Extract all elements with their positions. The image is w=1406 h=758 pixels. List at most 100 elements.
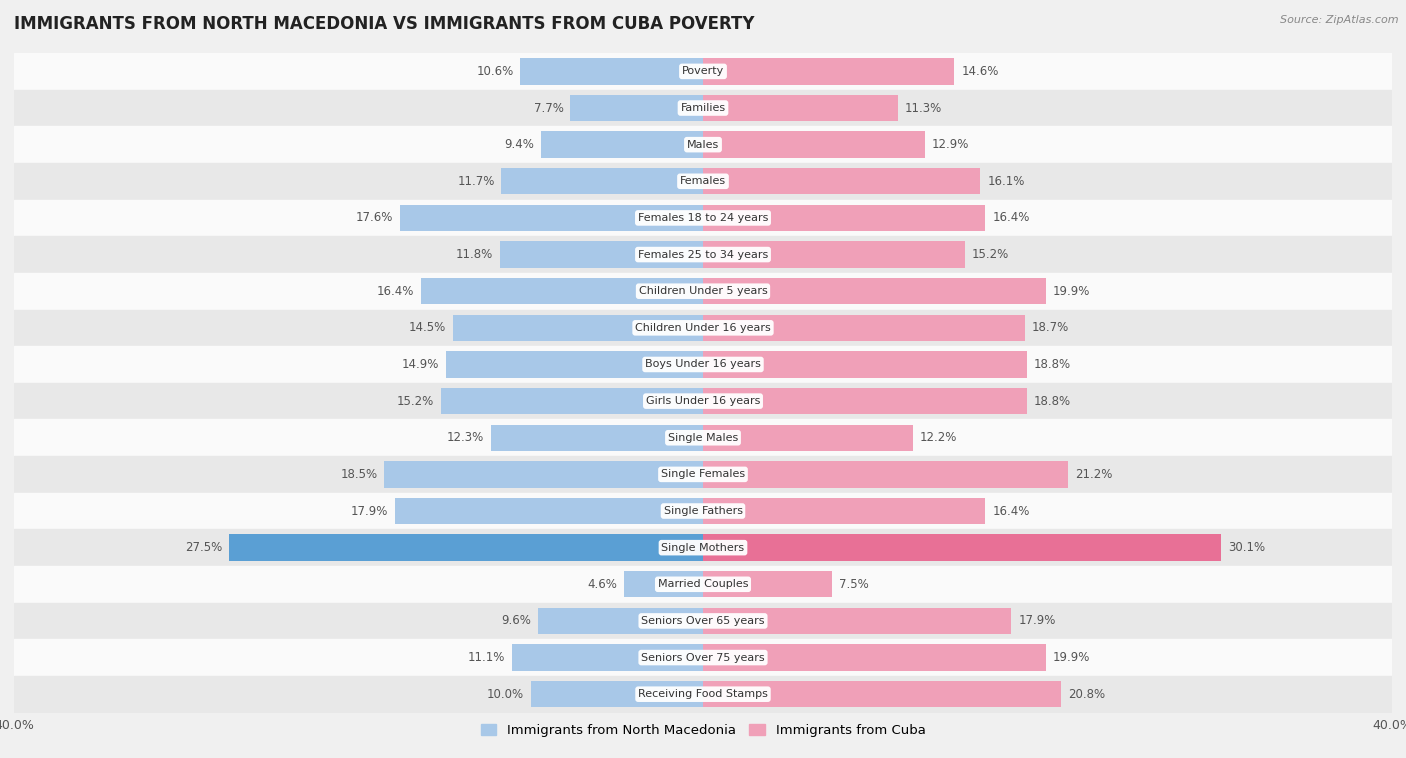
Bar [703,681,1062,707]
Text: 21.2%: 21.2% [1076,468,1112,481]
Bar [14,127,1392,163]
Text: 11.3%: 11.3% [904,102,942,114]
Text: 16.4%: 16.4% [993,211,1029,224]
Bar [703,205,986,231]
Bar [502,168,703,195]
Bar [14,493,1392,529]
Text: Females: Females [681,177,725,186]
Text: Families: Families [681,103,725,113]
Text: 4.6%: 4.6% [588,578,617,590]
Bar [384,461,703,487]
Text: 14.9%: 14.9% [402,358,440,371]
Bar [703,278,1046,305]
Bar [541,131,703,158]
Bar [14,273,1392,309]
Text: 12.3%: 12.3% [447,431,484,444]
Text: 18.8%: 18.8% [1033,358,1071,371]
Text: 19.9%: 19.9% [1053,651,1090,664]
Text: Single Males: Single Males [668,433,738,443]
Text: 7.7%: 7.7% [534,102,564,114]
Text: 11.1%: 11.1% [468,651,505,664]
Text: Receiving Food Stamps: Receiving Food Stamps [638,689,768,699]
Text: Poverty: Poverty [682,67,724,77]
Bar [14,163,1392,199]
Text: 14.5%: 14.5% [409,321,446,334]
Text: 27.5%: 27.5% [186,541,222,554]
Bar [14,346,1392,383]
Text: 9.6%: 9.6% [501,615,531,628]
Text: 11.8%: 11.8% [456,248,494,261]
Text: 7.5%: 7.5% [839,578,869,590]
Text: Boys Under 16 years: Boys Under 16 years [645,359,761,369]
Bar [499,241,703,268]
Text: 16.4%: 16.4% [993,505,1029,518]
Bar [14,419,1392,456]
Bar [14,529,1392,566]
Text: Females 18 to 24 years: Females 18 to 24 years [638,213,768,223]
Bar [537,608,703,634]
Bar [14,566,1392,603]
Bar [703,461,1069,487]
Bar [703,168,980,195]
Text: 18.8%: 18.8% [1033,395,1071,408]
Bar [703,534,1222,561]
Bar [703,571,832,597]
Bar [491,424,703,451]
Legend: Immigrants from North Macedonia, Immigrants from Cuba: Immigrants from North Macedonia, Immigra… [475,719,931,742]
Bar [703,498,986,525]
Text: Children Under 16 years: Children Under 16 years [636,323,770,333]
Text: 10.0%: 10.0% [486,688,524,700]
Bar [512,644,703,671]
Bar [703,388,1026,415]
Text: 15.2%: 15.2% [972,248,1010,261]
Text: Males: Males [688,139,718,149]
Bar [703,58,955,85]
Bar [14,639,1392,676]
Bar [14,676,1392,713]
Text: 11.7%: 11.7% [457,175,495,188]
Bar [703,424,912,451]
Text: Single Mothers: Single Mothers [661,543,745,553]
Text: 10.6%: 10.6% [477,65,513,78]
Bar [571,95,703,121]
Bar [703,241,965,268]
Bar [14,89,1392,127]
Text: 12.9%: 12.9% [932,138,970,151]
Bar [703,315,1025,341]
Bar [703,644,1046,671]
Bar [703,608,1011,634]
Bar [441,388,703,415]
Text: 16.4%: 16.4% [377,285,413,298]
Text: Source: ZipAtlas.com: Source: ZipAtlas.com [1281,15,1399,25]
Text: Seniors Over 75 years: Seniors Over 75 years [641,653,765,662]
Text: 15.2%: 15.2% [396,395,434,408]
Text: IMMIGRANTS FROM NORTH MACEDONIA VS IMMIGRANTS FROM CUBA POVERTY: IMMIGRANTS FROM NORTH MACEDONIA VS IMMIG… [14,15,755,33]
Text: 12.2%: 12.2% [920,431,957,444]
Text: 18.7%: 18.7% [1032,321,1069,334]
Bar [14,309,1392,346]
Bar [420,278,703,305]
Bar [453,315,703,341]
Text: Married Couples: Married Couples [658,579,748,589]
Text: 18.5%: 18.5% [340,468,377,481]
Text: 9.4%: 9.4% [505,138,534,151]
Bar [531,681,703,707]
Text: Single Females: Single Females [661,469,745,479]
Text: 16.1%: 16.1% [987,175,1025,188]
Bar [14,199,1392,236]
Text: 20.8%: 20.8% [1069,688,1105,700]
Bar [395,498,703,525]
Text: 19.9%: 19.9% [1053,285,1090,298]
Bar [703,351,1026,377]
Text: 17.9%: 17.9% [350,505,388,518]
Bar [703,131,925,158]
Bar [703,95,897,121]
Text: Children Under 5 years: Children Under 5 years [638,287,768,296]
Text: Seniors Over 65 years: Seniors Over 65 years [641,616,765,626]
Bar [399,205,703,231]
Bar [446,351,703,377]
Text: 17.6%: 17.6% [356,211,392,224]
Text: Females 25 to 34 years: Females 25 to 34 years [638,249,768,259]
Text: Girls Under 16 years: Girls Under 16 years [645,396,761,406]
Text: 30.1%: 30.1% [1229,541,1265,554]
